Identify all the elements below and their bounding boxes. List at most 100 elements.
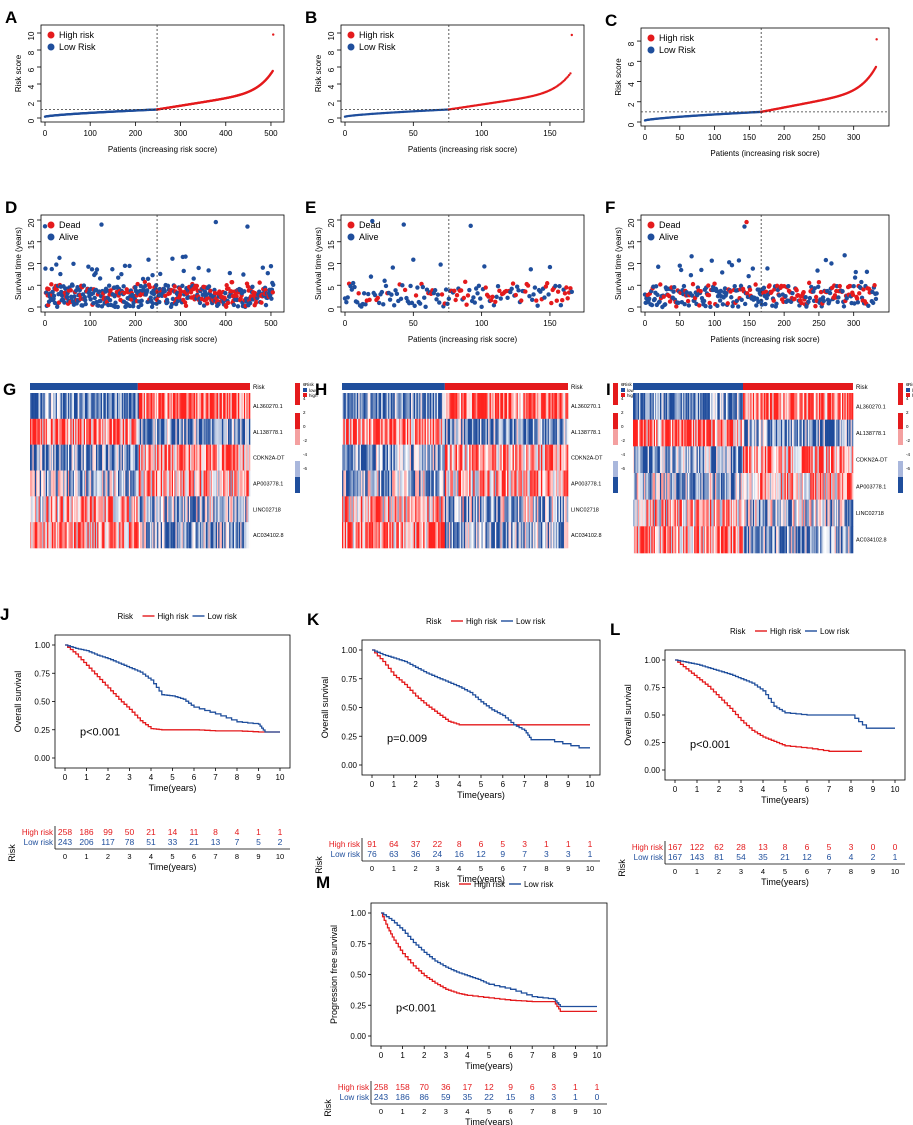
heat-cell [409,393,412,420]
heat-cell [76,393,78,420]
heat-cell [169,470,171,497]
heat-cell [347,522,350,549]
heat-cell [744,393,746,420]
heat-cell [358,470,360,497]
heat-cell [245,496,247,523]
heat-cell [48,444,50,471]
heat-cell [185,522,187,549]
heat-cell [47,496,49,523]
heat-cell [724,446,727,474]
heat-cell [381,418,383,445]
gene-label: LINC02718 [571,507,599,513]
heat-cell [179,393,181,420]
heat-cell [180,496,182,523]
heat-cell [768,419,771,447]
heat-cell [72,444,75,471]
heat-cell [493,393,496,420]
alive-point [344,299,349,305]
heat-cell [358,393,360,420]
heat-cell [512,496,515,523]
alive-point [227,270,233,276]
heat-cell [185,418,187,445]
heat-cell [530,418,532,445]
heat-cell [108,393,110,420]
x-tick-label: 200 [129,319,143,328]
heat-cell [186,496,188,523]
heat-cell [121,418,124,445]
heat-cell [686,446,689,474]
heat-cell [542,522,544,549]
heat-cell [129,418,131,445]
heat-cell [416,496,419,523]
heat-cell [848,419,850,447]
heat-cell [540,444,543,471]
heat-cell [674,446,677,474]
heat-cell [644,473,646,500]
heat-cell [799,393,801,420]
heat-cell [667,419,669,447]
heat-cell [122,496,125,523]
heat-cell [651,419,653,447]
scale-bar-top [613,383,618,405]
heat-cell [678,446,680,474]
heat-cell [234,393,236,420]
heat-cell [738,419,740,447]
heat-cell [419,496,421,523]
heat-cell [636,393,639,420]
heat-cell [151,418,153,445]
heat-cell [471,522,474,549]
heat-cell [159,418,162,445]
heat-cell [694,419,696,447]
dead-point [228,289,234,294]
heat-cell [639,446,641,474]
heat-cell [382,522,385,549]
heat-cell [807,419,810,447]
heat-cell [58,393,60,420]
heat-cell [802,446,805,474]
heat-cell [724,419,727,447]
heat-cell [799,446,801,474]
heat-cell [851,419,854,447]
heat-cell [513,470,516,497]
heat-cell [782,419,784,447]
heat-cell [217,444,219,471]
heat-cell [551,418,554,445]
alive-point [197,300,203,306]
heat-cell [779,393,782,420]
heat-cell [780,419,783,447]
heat-cell [721,473,723,500]
heat-cell [653,473,656,500]
heat-cell [32,496,34,523]
plot-frame [640,27,890,127]
heat-cell [148,470,151,497]
alive-point [196,265,201,271]
heat-cell [346,444,348,471]
heat-cell [442,496,444,523]
legend-low-dot [47,43,55,51]
heat-cell [232,418,235,445]
heat-cell [75,393,77,420]
heat-cell [701,419,703,447]
heat-cell [379,470,382,497]
heat-cell [727,446,729,474]
heat-cell [719,446,722,474]
heat-cell [810,393,812,420]
heat-cell [223,393,225,420]
heat-cell [540,470,543,497]
risk-annotation-high [137,383,250,390]
heat-cell [406,470,409,497]
heat-cell [107,418,109,445]
heat-cell [174,522,176,549]
heat-cell [802,419,805,447]
heat-cell [369,522,371,549]
heat-cell [351,444,354,471]
heat-cell [672,419,674,447]
alive-point [841,304,847,309]
heat-cell [475,444,478,471]
heat-cell [373,418,375,445]
heat-cell [245,444,247,471]
heat-cell [129,393,131,420]
dead-point [452,288,457,294]
heat-cell [70,496,72,523]
heat-cell [394,393,397,420]
